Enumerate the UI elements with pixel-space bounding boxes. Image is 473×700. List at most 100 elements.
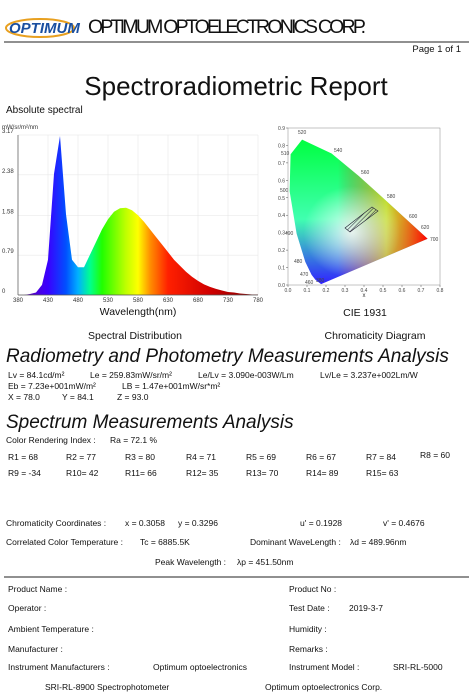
x-axis-label: Wavelength(nm) [100,306,177,318]
y-tick-label: 3.17 [2,129,14,135]
measurement: Eb = 7.23e+001mW/m² [8,381,96,391]
wavelength-label: 580 [387,194,396,200]
y-tick-label: 1.58 [2,209,14,215]
value: λd = 489.96nm [350,537,406,547]
y-tick-label: 0.4 [278,213,285,219]
measurement: Y = 84.1 [62,392,94,402]
wavelength-label: 510 [281,151,290,157]
x-tick-label: 0.5 [380,288,387,294]
wavelength-label: 380 [316,278,325,284]
x-tick-label: 0.8 [437,288,444,294]
y-tick-label: 0.1 [278,266,285,272]
x-tick-label: 0.2 [323,288,330,294]
measurement: LB = 1.47e+001mW/sr*m² [122,381,220,391]
y-tick-label: 0.8 [278,143,285,149]
x-tick-label: 0.7 [418,288,425,294]
wavelength-label: 480 [294,259,303,265]
cri-value: R13= 70 [246,468,279,478]
label: Peak Wavelength : [155,557,226,567]
value: Tc = 6885.5K [140,537,190,547]
report-title: Spectroradiometric Report [84,71,388,101]
x-tick-label: 0.1 [304,288,311,294]
y-tick-label: 0.6 [278,178,285,184]
form-label: Humidity : [289,624,327,634]
wavelength-label: 700 [430,237,439,243]
form-label: Product Name : [8,584,67,594]
y-tick-label: 0.7 [278,161,285,167]
company-name: OPTIMUM OPTOELECTRONICS CORP. [88,16,366,38]
x-tick-label: 0.0 [285,288,292,294]
value: x = 0.3058 [125,518,165,528]
x-tick-label: 380 [13,298,24,304]
cri-value: R12= 35 [186,468,219,478]
value: v' = 0.4676 [383,518,425,528]
y-tick-label: 0.3 [278,231,285,237]
cri-values: R1 = 68 R2 = 77 R3 = 80 R4 = 71 R5 = 69 R6 = … [8,450,450,478]
measurement: Le = 259.83mW/sr/m² [90,370,172,380]
page-number: Page 1 of 1 [412,44,461,55]
x-tick-label: 530 [103,298,114,304]
y-tick-label: 0.2 [278,248,285,254]
form-label: Ambient Temperature : [8,624,94,634]
x-tick-label: 0.4 [361,288,368,294]
form-value: Optimum optoelectronics [153,662,247,672]
planckian-band [344,206,379,233]
x-tick-label: 630 [163,298,174,304]
x-axis-label: x [363,293,366,299]
spectrum-area [18,136,258,295]
cri-value: R15= 63 [366,468,399,478]
cri-value: R4 = 71 [186,452,216,462]
cri-value: R8 = 60 [420,450,450,460]
form-label: Test Date : [289,603,330,613]
form-label: Remarks : [289,644,328,654]
cri-value: R11= 66 [125,468,157,478]
x-tick-label: 780 [253,298,264,304]
form-value: SRI-RL-5000 [393,662,443,672]
wavelength-label: 500 [280,188,289,194]
wavelength-label: 560 [361,170,370,176]
y-tick-label: 0.0 [278,283,285,289]
form-label: Product No : [289,584,336,594]
cri-value: R1 = 68 [8,452,38,462]
y-tick-label: 0 [2,289,6,295]
x-tick-label: 430 [43,298,54,304]
x-tick-label: 480 [73,298,84,304]
form-label: Instrument Model : [289,662,359,672]
form-label: Instrument Manufacturers : [8,662,110,672]
logo: OPTIMUM [9,20,80,37]
cri-value: R14= 89 [306,468,339,478]
value: λp = 451.50nm [237,557,293,567]
wavelength-label: 470 [300,272,309,278]
measurement: Z = 93.0 [117,392,149,402]
cri-value: R9 = -34 [8,468,41,478]
cri-value: R7 = 84 [366,452,396,462]
label: Dominant WaveLength : [250,537,341,547]
measurement: Lv = 84.1cd/m² [8,370,65,380]
value: y = 0.3296 [178,518,218,528]
y-tick-label: 2.38 [2,169,14,175]
section-heading: Spectrum Measurements Analysis [6,412,294,433]
chart-caption: Chromaticity Diagram [325,330,426,342]
form-value: SRI-RL-8900 Spectrophotometer [45,682,169,692]
value: u' = 0.1928 [300,518,342,528]
form-label: Operator : [8,603,46,613]
wavelength-label: 620 [421,225,430,231]
cri-value: R3 = 80 [125,452,155,462]
chart-title: CIE 1931 [343,307,387,319]
label: Correlated Color Temperature : [6,537,123,547]
x-tick-label: 0.6 [399,288,406,294]
x-tick-label: 730 [223,298,234,304]
cri-value: R6 = 67 [306,452,336,462]
y-axis-label: mW/sr/m²/nm [2,125,38,131]
measurement: Lv/Le = 3.237e+002Lm/W [320,370,418,380]
measurement: Le/Lv = 3.090e-003W/Lm [198,370,294,380]
cri-value: R2 = 77 [66,452,96,462]
label: Chromaticity Coordinates : [6,518,106,528]
cri-value: R10= 42 [66,468,99,478]
wavelength-label: 460 [305,280,314,286]
measurement: X = 78.0 [8,392,40,402]
cri-value: Ra = 72.1 % [110,435,157,445]
cri-value: R5 = 69 [246,452,276,462]
